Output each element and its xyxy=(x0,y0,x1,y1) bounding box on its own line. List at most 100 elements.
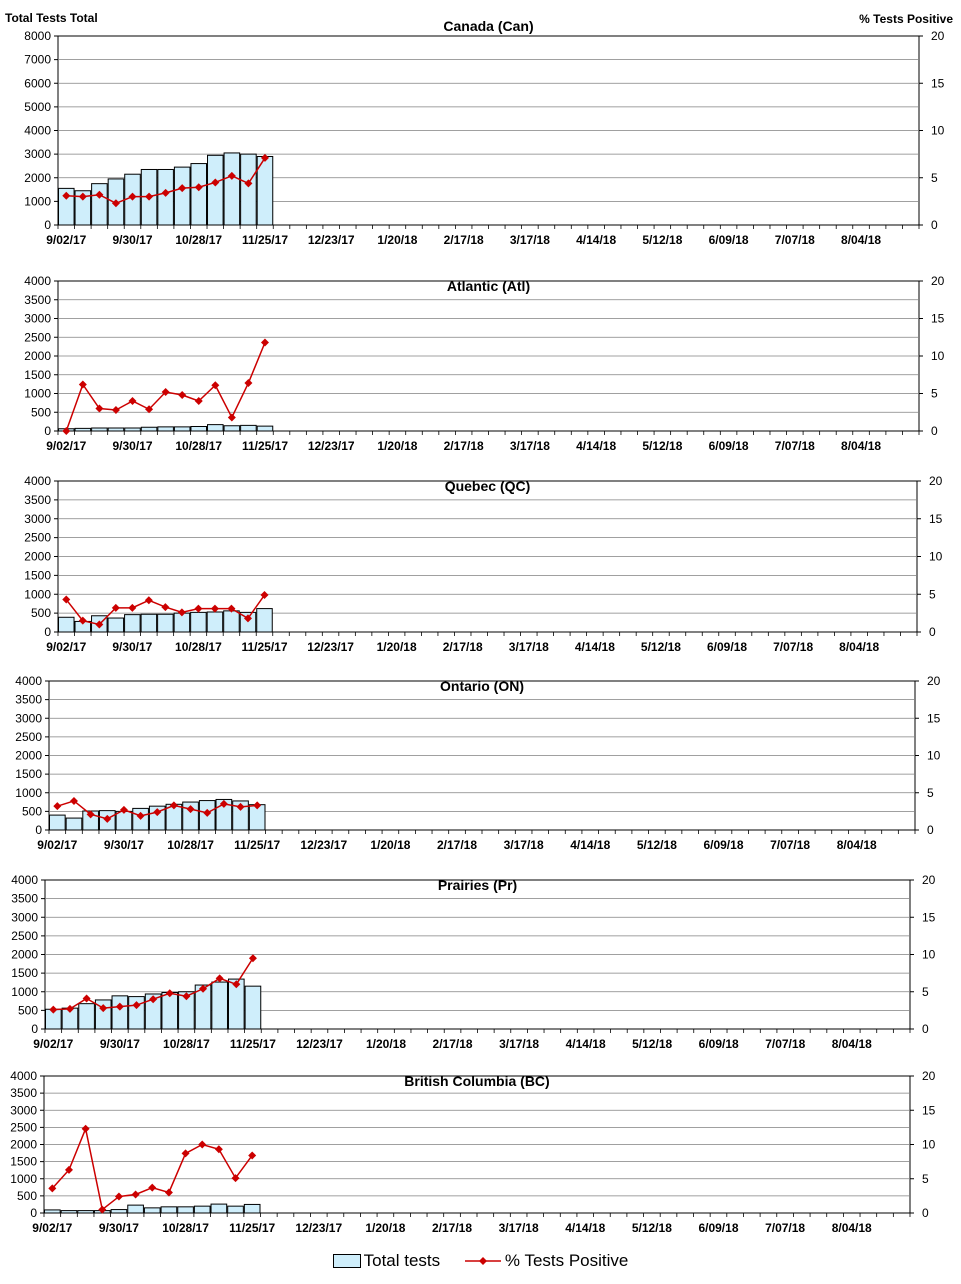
x-tick-label: 9/02/17 xyxy=(32,1221,72,1235)
point-percent-positive xyxy=(128,192,137,201)
bar-total-tests xyxy=(215,798,233,831)
bar-total-tests xyxy=(157,168,174,226)
point-percent-positive xyxy=(244,379,253,387)
bar-total-tests xyxy=(157,426,174,432)
x-tick-label: 5/12/18 xyxy=(632,1037,672,1051)
bar-total-tests xyxy=(182,801,199,831)
point-percent-positive xyxy=(178,391,187,399)
x-tick-label: 7/07/18 xyxy=(773,640,813,654)
chart-title: Canada (Can) xyxy=(443,18,533,34)
point-percent-positive xyxy=(165,989,174,998)
left-tick-label: 2000 xyxy=(24,171,51,185)
x-tick-label: 6/09/18 xyxy=(709,233,749,247)
x-tick-label: 4/14/18 xyxy=(576,233,616,247)
x-tick-label: 2/17/18 xyxy=(433,1037,473,1051)
x-tick-label: 5/12/18 xyxy=(642,233,682,247)
point-percent-positive xyxy=(86,810,95,819)
point-percent-positive xyxy=(236,802,245,811)
x-tick-label: 9/02/17 xyxy=(33,1037,73,1051)
point-percent-positive xyxy=(177,608,186,617)
bar-total-tests xyxy=(107,617,125,633)
left-tick-label: 4000 xyxy=(24,474,51,488)
x-tick-label: 11/25/17 xyxy=(230,1037,276,1051)
right-tick-label: 10 xyxy=(929,550,943,564)
left-tick-label: 2500 xyxy=(11,929,38,943)
point-percent-positive xyxy=(111,199,120,208)
x-tick-label: 10/28/17 xyxy=(175,233,222,247)
right-tick-label: 15 xyxy=(922,1103,936,1117)
left-tick-label: 3000 xyxy=(24,512,51,526)
right-tick-label: 20 xyxy=(927,674,941,688)
x-tick-label: 9/30/17 xyxy=(99,1221,139,1235)
bar-total-tests xyxy=(78,1003,95,1030)
bar-total-tests xyxy=(178,991,195,1030)
x-tick-label: 3/17/18 xyxy=(510,439,550,453)
point-percent-positive xyxy=(78,616,87,625)
legend-bar-swatch xyxy=(332,1253,361,1268)
point-percent-positive xyxy=(53,802,62,811)
left-tick-label: 4000 xyxy=(24,124,51,138)
left-tick-label: 2500 xyxy=(24,330,51,344)
right-tick-label: 10 xyxy=(927,749,941,763)
bar-total-tests xyxy=(74,427,92,432)
point-percent-positive xyxy=(161,603,170,612)
point-percent-positive xyxy=(153,808,162,817)
point-percent-positive xyxy=(227,604,236,613)
right-tick-label: 10 xyxy=(931,124,945,138)
x-tick-label: 2/17/18 xyxy=(437,838,477,852)
point-percent-positive xyxy=(199,984,208,993)
x-tick-label: 4/14/18 xyxy=(575,640,615,654)
bar-total-tests xyxy=(58,187,75,226)
x-tick-label: 11/25/17 xyxy=(242,439,288,453)
point-percent-positive xyxy=(145,192,154,201)
right-axis-header: % Tests Positive xyxy=(859,12,953,26)
x-tick-label: 2/17/18 xyxy=(444,439,484,453)
left-tick-label: 4000 xyxy=(24,274,51,288)
point-percent-positive xyxy=(62,427,71,435)
right-tick-label: 15 xyxy=(931,312,945,326)
point-percent-positive xyxy=(48,1184,57,1193)
bar-total-tests xyxy=(143,1207,161,1214)
bar-total-tests xyxy=(243,1203,261,1214)
bar-total-tests xyxy=(173,166,191,226)
legend-label-total-tests: Total tests xyxy=(363,1250,441,1270)
x-tick-label: 2/17/18 xyxy=(443,640,483,654)
point-percent-positive xyxy=(260,591,269,600)
bar-total-tests xyxy=(124,427,141,432)
x-tick-label: 4/14/18 xyxy=(570,838,610,852)
left-tick-label: 8000 xyxy=(24,29,51,43)
x-tick-label: 9/30/17 xyxy=(112,233,152,247)
x-tick-label: 11/25/17 xyxy=(241,640,287,654)
point-percent-positive xyxy=(243,614,252,623)
chart-title: Atlantic (Atl) xyxy=(447,278,530,294)
bar-total-tests xyxy=(210,1203,228,1214)
right-tick-label: 15 xyxy=(922,910,936,924)
point-percent-positive xyxy=(164,1188,173,1197)
left-tick-label: 2000 xyxy=(24,349,51,363)
left-tick-label: 3500 xyxy=(10,1086,37,1100)
x-tick-label: 2/17/18 xyxy=(444,233,484,247)
x-tick-label: 9/02/17 xyxy=(46,640,86,654)
bar-total-tests xyxy=(223,152,241,226)
chart-title: Ontario (ON) xyxy=(440,678,524,694)
x-tick-label: 8/04/18 xyxy=(841,233,881,247)
x-tick-label: 1/20/18 xyxy=(370,838,410,852)
x-tick-label: 4/14/18 xyxy=(576,439,616,453)
bar-total-tests xyxy=(110,1209,128,1214)
point-percent-positive xyxy=(161,188,170,197)
bar-total-tests xyxy=(206,611,224,633)
bar-total-tests xyxy=(190,426,208,432)
bar-total-tests xyxy=(140,613,158,633)
x-tick-label: 12/23/17 xyxy=(296,1037,343,1051)
point-percent-positive xyxy=(244,179,253,188)
left-tick-label: 1000 xyxy=(24,194,51,208)
point-percent-positive xyxy=(62,595,71,604)
right-tick-label: 20 xyxy=(922,873,936,887)
x-tick-label: 10/28/17 xyxy=(167,838,214,852)
bar-total-tests xyxy=(227,978,245,1030)
left-tick-label: 3500 xyxy=(24,293,51,307)
x-tick-label: 6/09/18 xyxy=(698,1221,738,1235)
point-percent-positive xyxy=(98,1205,107,1214)
point-percent-positive xyxy=(248,1151,257,1160)
